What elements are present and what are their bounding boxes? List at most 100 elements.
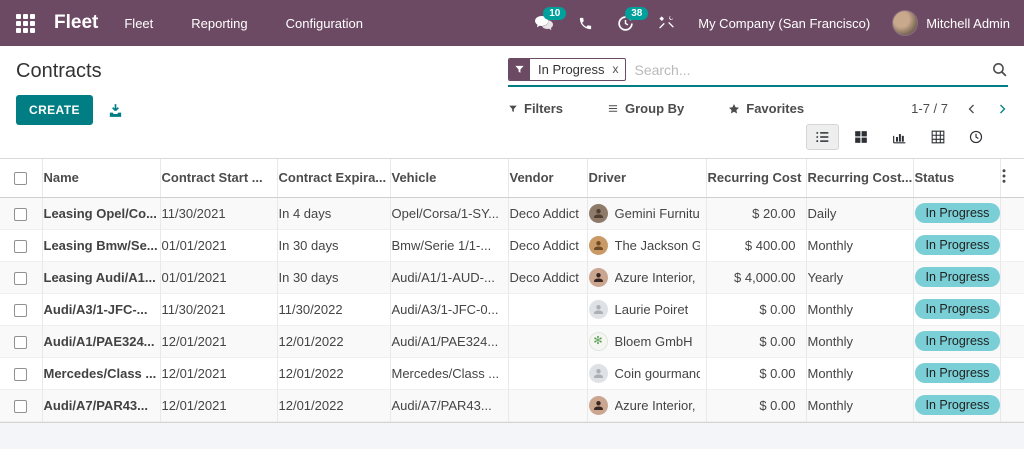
contract-start-date: 11/30/2021: [160, 197, 278, 229]
favorites-dropdown[interactable]: Favorites: [728, 101, 804, 116]
pivot-view-button[interactable]: [922, 124, 954, 150]
row-checkbox[interactable]: [0, 229, 43, 261]
contract-expiration-date: 12/01/2022: [277, 389, 391, 421]
column-recurring-cost[interactable]: Recurring Cost: [706, 159, 807, 198]
row-checkbox[interactable]: [0, 357, 43, 389]
messages-badge: 10: [543, 6, 567, 20]
pager-range: 1-7 / 7: [911, 101, 948, 116]
vendor: [508, 293, 588, 325]
row-checkbox[interactable]: [0, 389, 43, 421]
table-row[interactable]: Mercedes/Class ... 12/01/2021 12/01/2022…: [0, 357, 1024, 389]
user-menu[interactable]: Mitchell Admin: [892, 10, 1010, 36]
recurring-cost-frequency: Monthly: [806, 357, 914, 389]
funnel-small-icon: [509, 105, 517, 112]
graph-view-button[interactable]: [883, 124, 916, 150]
column-vendor[interactable]: Vendor: [508, 159, 588, 198]
phone-icon: [580, 17, 592, 29]
vendor: Deco Addict: [508, 229, 588, 261]
vehicle: Opel/Corsa/1-SY...: [390, 197, 509, 229]
apps-menu-icon[interactable]: [8, 6, 42, 40]
column-contract-start[interactable]: Contract Start ...: [160, 159, 278, 198]
driver-name: The Jackson G: [614, 237, 700, 253]
contract-expiration-date: In 30 days: [277, 229, 391, 261]
pager-previous-icon[interactable]: [966, 103, 978, 115]
table-row[interactable]: Leasing Opel/Co... 11/30/2021 In 4 days …: [0, 197, 1024, 229]
menu-fleet[interactable]: Fleet: [124, 15, 154, 31]
facet-remove-icon[interactable]: x: [612, 62, 619, 76]
table-row[interactable]: Leasing Bmw/Se... 01/01/2021 In 30 days …: [0, 229, 1024, 261]
filters-dropdown[interactable]: Filters: [508, 101, 563, 116]
row-checkbox[interactable]: [0, 261, 43, 293]
tools-button[interactable]: [648, 9, 684, 37]
contract-start-date: 12/01/2021: [160, 389, 278, 421]
company-switcher[interactable]: My Company (San Francisco): [698, 15, 871, 31]
vehicle: Audi/A1/PAE324...: [390, 325, 509, 357]
optional-columns-button[interactable]: [1000, 159, 1024, 198]
table-row[interactable]: Audi/A1/PAE324... 12/01/2021 12/01/2022 …: [0, 325, 1024, 357]
pager-next-icon[interactable]: [996, 103, 1008, 115]
contract-name: Leasing Opel/Co...: [42, 197, 161, 229]
table-row[interactable]: Leasing Audi/A1... 01/01/2021 In 30 days…: [0, 261, 1024, 293]
recurring-cost: $ 4,000.00: [706, 261, 807, 293]
contract-name: Audi/A7/PAR43...: [42, 389, 161, 421]
tools-icon: [659, 16, 674, 29]
top-navbar: Fleet Fleet Reporting Configuration 10 3…: [0, 0, 1024, 46]
contract-expiration-date: In 4 days: [277, 197, 391, 229]
activities-badge: 38: [625, 6, 649, 20]
table-header-row: Name Contract Start ... Contract Expira.…: [0, 159, 1024, 198]
row-checkbox[interactable]: [0, 197, 43, 229]
control-panel: Contracts CREATE In Progress x: [0, 46, 1024, 158]
driver-name: Bloem GmbH: [614, 333, 693, 349]
list-view-button[interactable]: [806, 124, 839, 150]
group-by-dropdown[interactable]: Group By: [607, 101, 684, 116]
search-icon[interactable]: [991, 61, 1008, 78]
contract-expiration-date: 12/01/2022: [277, 325, 391, 357]
export-download-icon[interactable]: [107, 102, 124, 119]
table-row[interactable]: Audi/A3/1-JFC-... 11/30/2021 11/30/2022 …: [0, 293, 1024, 325]
column-driver[interactable]: Driver: [587, 159, 707, 198]
column-name[interactable]: Name: [42, 159, 161, 198]
table-row[interactable]: Audi/A7/PAR43... 12/01/2021 12/01/2022 A…: [0, 389, 1024, 421]
view-switcher: [806, 124, 992, 150]
messages-button[interactable]: 10: [525, 6, 567, 38]
driver-avatar: [588, 267, 608, 287]
app-brand[interactable]: Fleet: [54, 12, 99, 33]
activities-button[interactable]: 38: [607, 6, 649, 38]
facet-label: In Progress: [538, 62, 605, 77]
funnel-icon: [509, 59, 530, 80]
create-button[interactable]: CREATE: [16, 95, 93, 125]
recurring-cost-frequency: Monthly: [806, 325, 914, 357]
vehicle: Bmw/Serie 1/1-...: [390, 229, 509, 261]
phone-button[interactable]: [568, 10, 603, 37]
kanban-view-button[interactable]: [845, 124, 877, 150]
recurring-cost-frequency: Daily: [806, 197, 914, 229]
status-badge: In Progress: [914, 203, 999, 223]
column-recurring-cost-frequency[interactable]: Recurring Cost...: [806, 159, 914, 198]
contract-start-date: 11/30/2021: [160, 293, 278, 325]
list-icon: [816, 131, 829, 143]
select-all-checkbox[interactable]: [0, 159, 43, 198]
driver-name: Azure Interior,: [614, 269, 696, 285]
column-vehicle[interactable]: Vehicle: [390, 159, 509, 198]
vendor: [508, 389, 588, 421]
driver-avatar: [588, 395, 608, 415]
status-badge: In Progress: [914, 363, 999, 383]
search-input[interactable]: [626, 59, 991, 80]
vehicle: Mercedes/Class ...: [390, 357, 509, 389]
recurring-cost: $ 0.00: [706, 293, 807, 325]
vendor: Deco Addict: [508, 197, 588, 229]
user-name: Mitchell Admin: [926, 15, 1010, 31]
column-status[interactable]: Status: [913, 159, 1001, 198]
recurring-cost-frequency: Monthly: [806, 293, 914, 325]
vehicle: Audi/A3/1-JFC-0...: [390, 293, 509, 325]
row-checkbox[interactable]: [0, 293, 43, 325]
filter-facet[interactable]: In Progress x: [508, 58, 627, 81]
contract-name: Leasing Bmw/Se...: [42, 229, 161, 261]
menu-reporting[interactable]: Reporting: [191, 15, 248, 31]
menu-configuration[interactable]: Configuration: [285, 15, 363, 31]
driver-avatar: [588, 299, 608, 319]
column-contract-expiration[interactable]: Contract Expira...: [277, 159, 391, 198]
row-checkbox[interactable]: [0, 325, 43, 357]
contract-name: Leasing Audi/A1...: [42, 261, 161, 293]
activity-view-button[interactable]: [960, 124, 992, 150]
